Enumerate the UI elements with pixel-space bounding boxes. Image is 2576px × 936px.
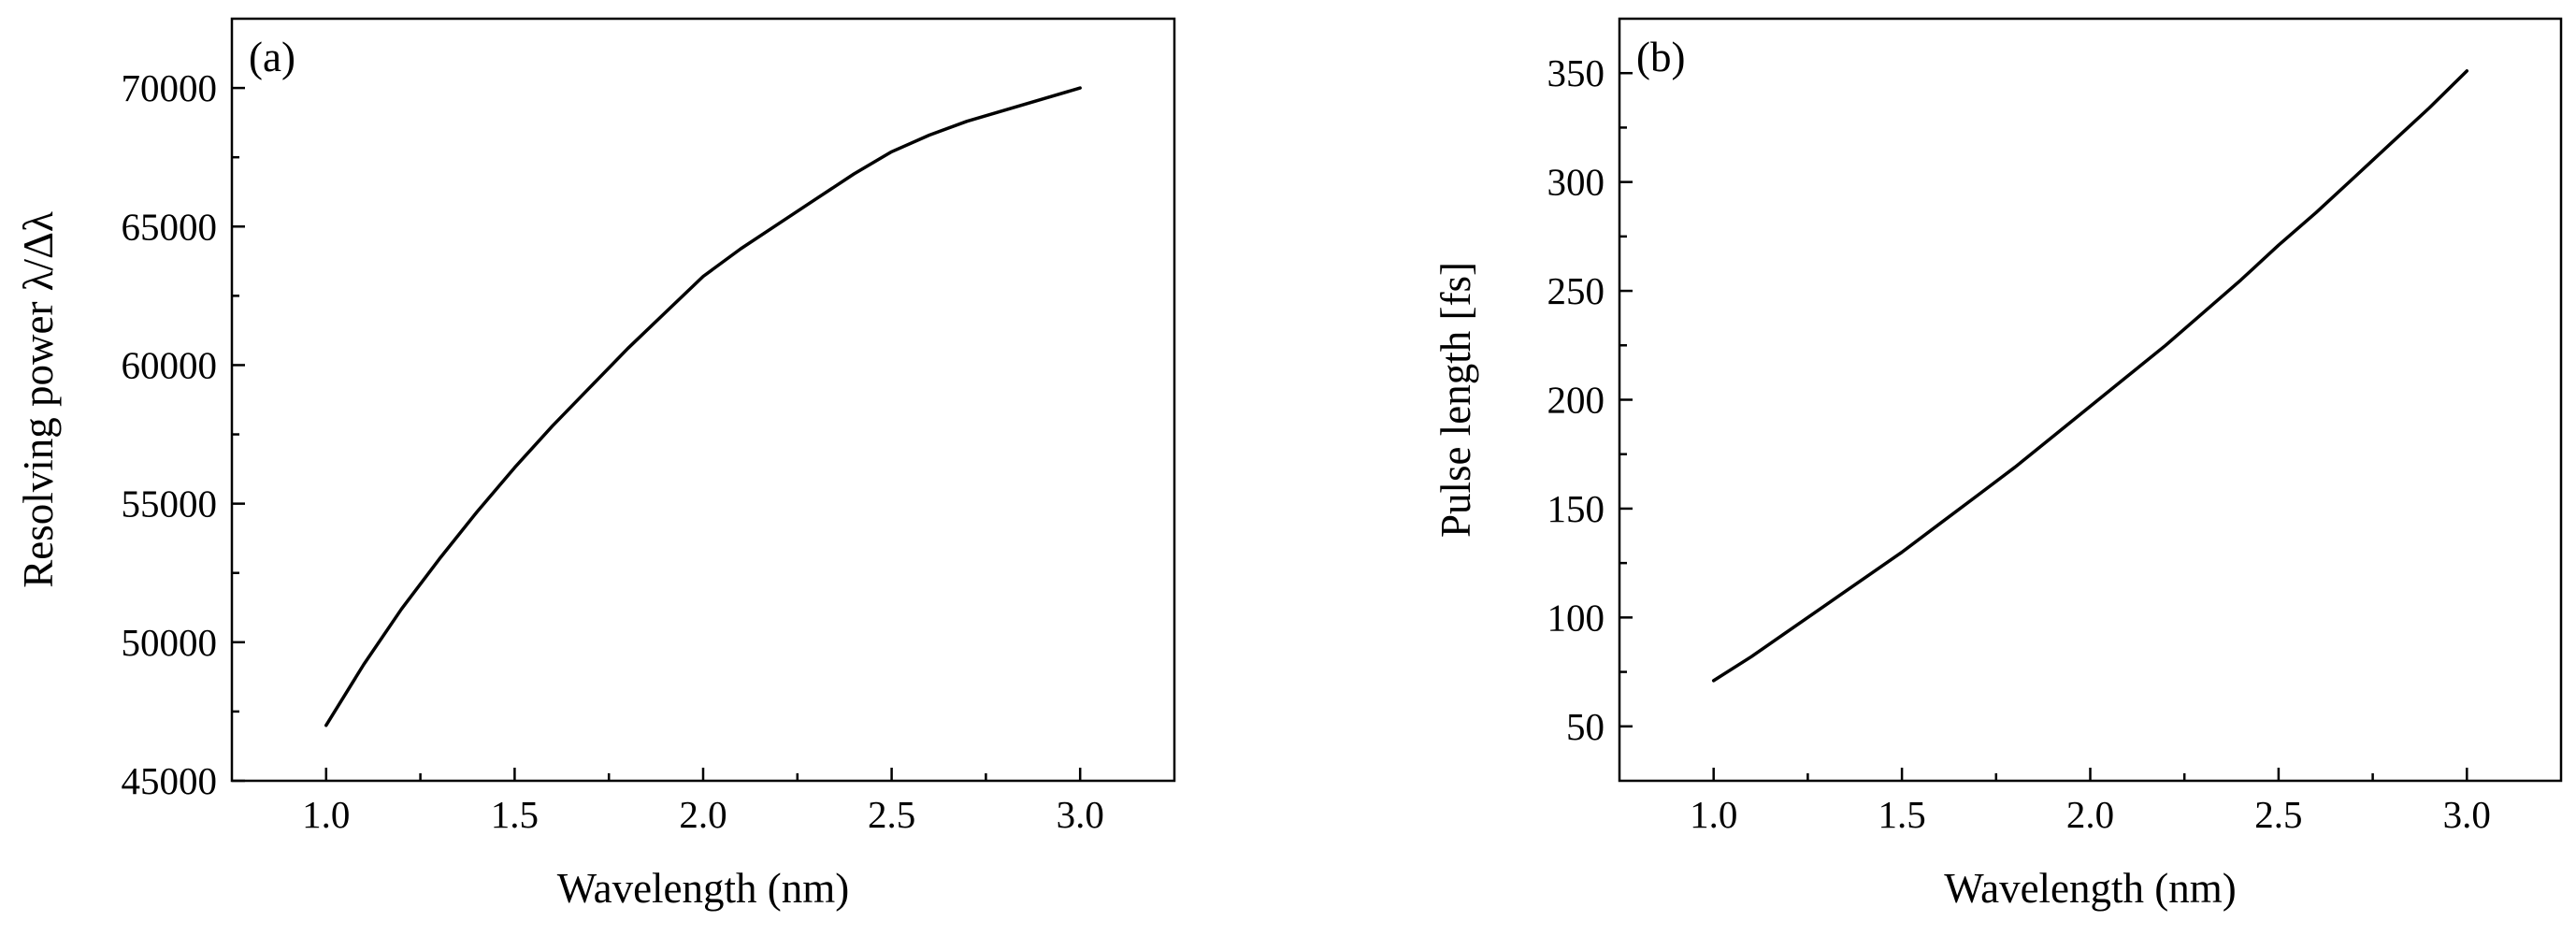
x-tick-label: 1.0 [1690, 793, 1737, 836]
panel-label: (a) [249, 34, 295, 80]
series-line-0 [324, 86, 1082, 727]
y-tick-label: 50 [1566, 705, 1605, 748]
y-tick-label: 250 [1547, 269, 1605, 312]
x-tick-label: 2.0 [679, 793, 727, 836]
x-tick-label: 1.5 [1878, 793, 1925, 836]
y-tick-label: 350 [1547, 51, 1605, 94]
y-tick-label: 150 [1547, 487, 1605, 530]
y-tick-label: 60000 [122, 343, 218, 386]
y-tick-label: 70000 [122, 66, 218, 109]
y-tick-label: 55000 [122, 482, 218, 526]
y-tick-label: 45000 [122, 759, 218, 802]
plot-frame [1618, 17, 2563, 783]
x-tick-label: 2.5 [868, 793, 915, 836]
x-tick-label: 3.0 [1057, 793, 1104, 836]
y-tick-label: 200 [1547, 379, 1605, 422]
x-tick-label: 2.0 [2066, 793, 2114, 836]
y-tick-label: 50000 [122, 621, 218, 664]
series-line-0 [1711, 69, 2469, 683]
panel-a: 1.0 1.5 2.0 2.5 3.0 45000 50000 55000 60000 65000… [15, 17, 1176, 912]
y-axis-label: Pulse length [fs] [1432, 262, 1479, 538]
y-axis-label: Resolving power λ/Δλ [15, 211, 62, 588]
x-axis-label: Wavelength (nm) [1944, 865, 2237, 912]
x-tick-label: 1.5 [491, 793, 539, 836]
plot-frame [230, 17, 1176, 783]
x-tick-label: 3.0 [2443, 793, 2491, 836]
x-tick-label: 1.0 [302, 793, 350, 836]
panel-label: (b) [1636, 34, 1685, 80]
x-axis-label: Wavelength (nm) [557, 865, 850, 912]
panel-b: 1.0 1.5 2.0 2.5 3.0 50 100 150 200 250 300 350 Wavel… [1432, 17, 2563, 912]
x-tick-label: 2.5 [2254, 793, 2302, 836]
y-tick-label: 100 [1547, 596, 1605, 639]
y-tick-label: 300 [1547, 161, 1605, 204]
y-tick-label: 65000 [122, 205, 218, 248]
